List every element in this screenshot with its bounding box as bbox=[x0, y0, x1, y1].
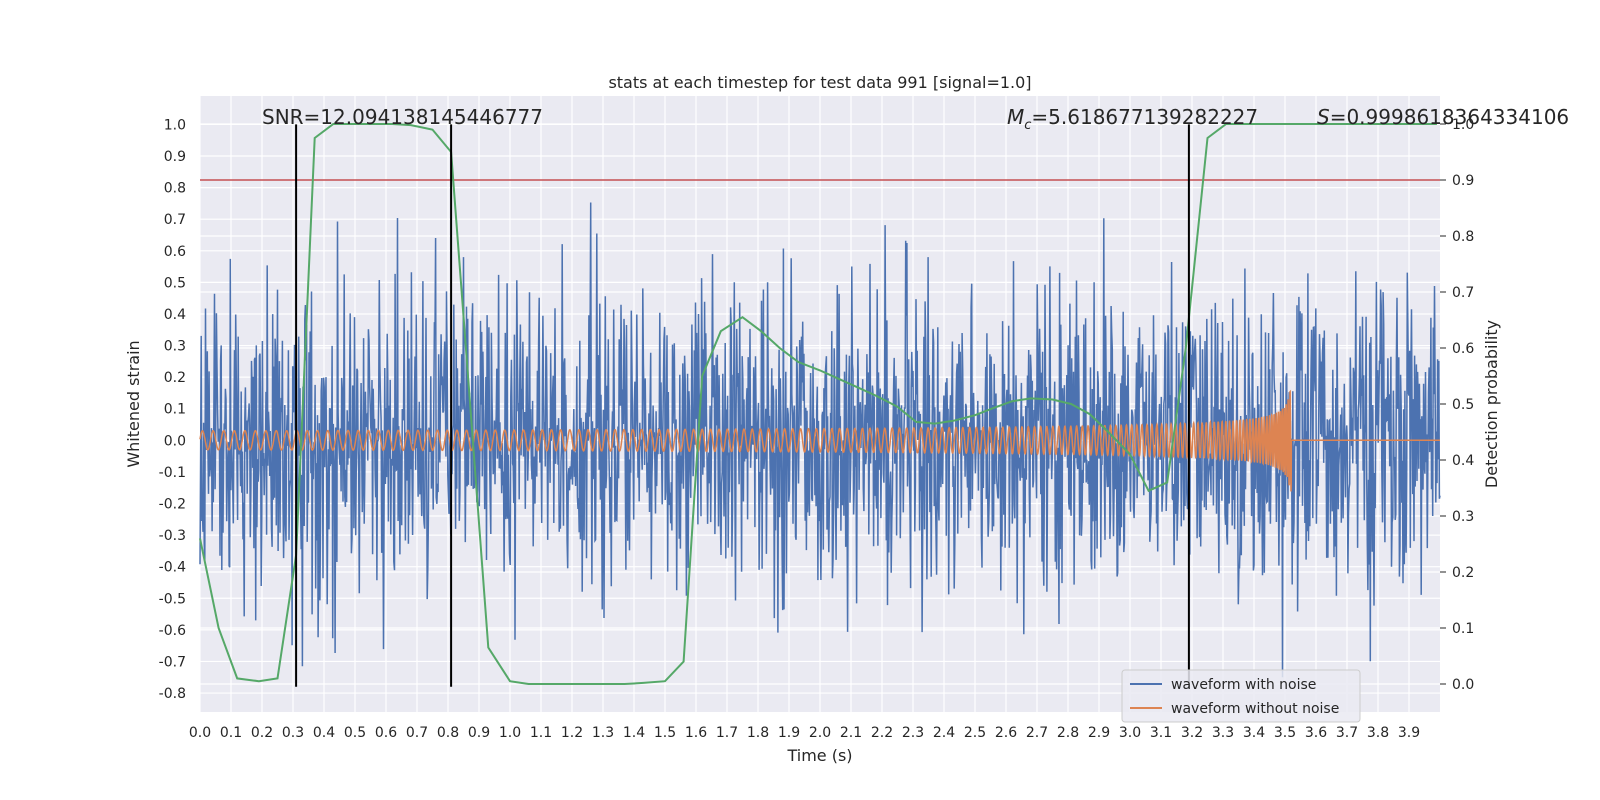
y-tick-label: -0.2 bbox=[159, 497, 186, 513]
y-tick-label: 0.5 bbox=[164, 275, 186, 291]
s-annotation: S=0.9998618364334106 bbox=[1317, 105, 1569, 129]
x-tick-label: 3.7 bbox=[1336, 725, 1358, 741]
legend: waveform with noise waveform without noi… bbox=[1121, 669, 1361, 723]
x-tick-label: 1.7 bbox=[716, 725, 738, 741]
series-layer bbox=[199, 202, 1441, 678]
x-tick-label: 1.2 bbox=[561, 725, 583, 741]
x-tick-label: 1.9 bbox=[778, 725, 800, 741]
y-tick-label: 0.9 bbox=[164, 149, 186, 165]
y2-axis-label: Detection probability bbox=[1482, 320, 1501, 488]
y2-tick-label: 0.8 bbox=[1452, 229, 1474, 245]
y-tick-label: 0.7 bbox=[164, 212, 186, 228]
y-tick-label: -0.4 bbox=[159, 560, 186, 576]
x-tick-label: 3.1 bbox=[1150, 725, 1172, 741]
y-tick-label: -0.8 bbox=[159, 686, 186, 702]
chart-title: stats at each timestep for test data 991… bbox=[608, 73, 1031, 92]
y-tick-label: 0.8 bbox=[164, 181, 186, 197]
y2-tick-label: 0.2 bbox=[1452, 565, 1474, 581]
series-waveform-with-noise bbox=[199, 202, 1441, 678]
y-tick-label: -0.5 bbox=[159, 591, 186, 607]
x-tick-label: 2.4 bbox=[933, 725, 955, 741]
x-tick-label: 3.3 bbox=[1212, 725, 1234, 741]
x-tick-label: 2.9 bbox=[1088, 725, 1110, 741]
x-tick-label: 2.3 bbox=[902, 725, 924, 741]
x-tick-label: 2.5 bbox=[964, 725, 986, 741]
x-tick-label: 0.4 bbox=[313, 725, 335, 741]
legend-label-noise: waveform with noise bbox=[1171, 677, 1316, 693]
x-tick-label: 1.6 bbox=[685, 725, 707, 741]
x-tick-label: 1.5 bbox=[654, 725, 676, 741]
legend-box bbox=[1121, 669, 1361, 723]
chirp-mass-value: =5.618677139282227 bbox=[1031, 105, 1258, 129]
x-tick-label: 2.2 bbox=[871, 725, 893, 741]
x-tick-label: 0.7 bbox=[406, 725, 428, 741]
x-tick-label: 2.1 bbox=[840, 725, 862, 741]
y2-tick-label: 0.7 bbox=[1452, 285, 1474, 301]
x-tick-label: 3.8 bbox=[1367, 725, 1389, 741]
y-tick-label: -0.3 bbox=[159, 528, 186, 544]
x-tick-label: 0.3 bbox=[282, 725, 304, 741]
grid bbox=[199, 96, 1440, 712]
x-tick-label: 1.3 bbox=[592, 725, 614, 741]
y2-tick-label: 0.9 bbox=[1452, 173, 1474, 189]
legend-label-clean: waveform without noise bbox=[1171, 701, 1339, 717]
x-tick-label: 0.0 bbox=[189, 725, 211, 741]
y-tick-label: 0.1 bbox=[164, 402, 186, 418]
y2-tick-label: 0.3 bbox=[1452, 509, 1474, 525]
series-waveform-without-noise bbox=[199, 389, 1440, 492]
chirp-mass-subscript: c bbox=[1024, 118, 1031, 133]
x-tick-label: 1.8 bbox=[747, 725, 769, 741]
x-tick-label: 1.4 bbox=[623, 725, 645, 741]
x-tick-label: 3.9 bbox=[1398, 725, 1420, 741]
x-tick-label: 2.6 bbox=[995, 725, 1017, 741]
s-symbol: S bbox=[1317, 105, 1330, 129]
series-detection-probability bbox=[199, 123, 1437, 685]
y2-tick-label: 0.5 bbox=[1452, 397, 1474, 413]
chirp-mass-annotation: Mc=5.618677139282227 bbox=[1007, 105, 1258, 133]
x-tick-label: 3.0 bbox=[1119, 725, 1141, 741]
x-tick-label: 2.8 bbox=[1057, 725, 1079, 741]
x-tick-label: 2.0 bbox=[809, 725, 831, 741]
x-tick-label: 0.9 bbox=[468, 725, 490, 741]
s-value: =0.9998618364334106 bbox=[1330, 105, 1569, 129]
y-tick-label: 0.2 bbox=[164, 370, 186, 386]
x-tick-label: 3.5 bbox=[1274, 725, 1296, 741]
y-tick-label: 1.0 bbox=[164, 117, 186, 133]
x-tick-label: 3.6 bbox=[1305, 725, 1327, 741]
x-tick-label: 0.5 bbox=[344, 725, 366, 741]
x-tick-label: 0.8 bbox=[437, 725, 459, 741]
marker-layer bbox=[199, 123, 1440, 687]
y-tick-label: 0.6 bbox=[164, 244, 186, 260]
y-tick-label: -0.7 bbox=[159, 654, 186, 670]
x-tick-label: 2.7 bbox=[1026, 725, 1048, 741]
y-axis-label: Whitened strain bbox=[124, 340, 143, 467]
tick-layer: 0.0 0.1 0.2 0.3 0.4 0.5 0.6 0.7 0.8 0.9 1.0 1.1 1.2 1… bbox=[159, 117, 1475, 741]
x-tick-label: 0.6 bbox=[375, 725, 397, 741]
y2-tick-label: 0.0 bbox=[1452, 677, 1474, 693]
y-tick-label: -0.6 bbox=[159, 623, 186, 639]
x-tick-label: 1.1 bbox=[530, 725, 552, 741]
x-axis-label: Time (s) bbox=[786, 746, 852, 765]
snr-annotation: SNR=12.094138145446777 bbox=[262, 105, 543, 129]
y-tick-label: -0.1 bbox=[159, 465, 186, 481]
x-tick-label: 3.2 bbox=[1181, 725, 1203, 741]
y-tick-label: 0.0 bbox=[164, 433, 186, 449]
chirp-mass-symbol: M bbox=[1007, 105, 1024, 129]
x-tick-label: 1.0 bbox=[499, 725, 521, 741]
y2-tick-label: 0.1 bbox=[1452, 621, 1474, 637]
x-tick-label: 0.2 bbox=[251, 725, 273, 741]
x-tick-label: 3.4 bbox=[1243, 725, 1265, 741]
x-tick-label: 0.1 bbox=[220, 725, 242, 741]
y2-tick-label: 0.6 bbox=[1452, 341, 1474, 357]
y-tick-label: 0.3 bbox=[164, 339, 186, 355]
y2-tick-label: 1.0 bbox=[1452, 117, 1474, 133]
y2-tick-label: 0.4 bbox=[1452, 453, 1474, 469]
y-tick-label: 0.4 bbox=[164, 307, 186, 323]
